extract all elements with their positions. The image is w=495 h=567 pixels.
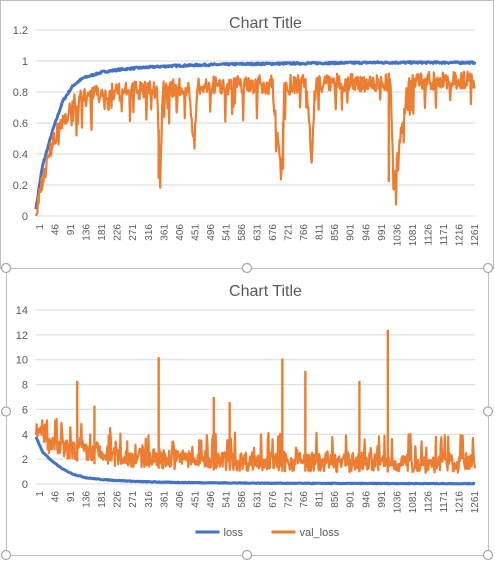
y-tick-label: 6 — [22, 404, 28, 416]
x-tick-label: 451 — [190, 491, 201, 508]
x-tick-label: 946 — [361, 491, 372, 508]
x-tick-label: 1036 — [392, 224, 403, 247]
x-tick-label: 541 — [221, 224, 232, 241]
y-tick-label: 14 — [16, 305, 28, 317]
x-tick-label: 811 — [315, 224, 326, 240]
x-tick-label: 586 — [237, 224, 248, 241]
legend-entry-val_loss: val_loss — [271, 527, 340, 539]
x-tick-label: 676 — [268, 224, 279, 241]
y-tick-label: 10 — [16, 355, 28, 367]
y-tick-label: 0 — [22, 479, 28, 491]
series-line-loss — [34, 436, 476, 486]
x-tick-label: 631 — [253, 224, 264, 241]
x-tick-label: 91 — [66, 491, 77, 503]
resize-handle[interactable] — [241, 262, 253, 274]
y-tick-label: 0.4 — [13, 149, 28, 161]
x-tick-label: 1 — [35, 491, 46, 497]
chart-1[interactable]: Chart Title 0 0.2 0.4 0.6 0.8 1 1.2 1 46 91 136 181 2… — [0, 0, 494, 269]
x-tick-label: 1081 — [408, 224, 419, 247]
series-line-val_loss — [34, 417, 477, 474]
legend-label: loss — [224, 527, 244, 539]
y-tick-label: 2 — [22, 454, 28, 466]
x-tick-label: 991 — [377, 224, 388, 241]
resize-handle[interactable] — [482, 406, 494, 417]
x-tick-label: 721 — [284, 491, 295, 508]
x-tick-label: 631 — [253, 491, 264, 508]
x-tick-label: 271 — [128, 491, 139, 508]
y-tick-label: 12 — [16, 330, 28, 342]
x-tick-label: 361 — [159, 224, 170, 241]
x-tick-label: 136 — [82, 224, 93, 241]
x-tick-label: 901 — [346, 224, 357, 241]
resize-handle[interactable] — [482, 262, 494, 274]
x-tick-label: 181 — [97, 224, 108, 241]
x-tick-label: 586 — [237, 491, 248, 508]
x-tick-label: 316 — [144, 491, 155, 508]
y-tick-label: 4 — [22, 429, 28, 441]
resize-handle[interactable] — [0, 549, 12, 561]
x-tick-label: 1216 — [454, 491, 465, 514]
x-tick-label: 136 — [82, 491, 93, 508]
y-tick-label: 1 — [22, 56, 28, 68]
x-tick-label: 856 — [330, 224, 341, 241]
x-tick-label: 496 — [206, 224, 217, 241]
series-line-val_accuracy — [34, 70, 476, 217]
resize-handle[interactable] — [0, 262, 12, 274]
x-tick-label: 901 — [346, 491, 357, 508]
x-tick-label: 1081 — [408, 491, 419, 514]
x-tick-label: 991 — [377, 491, 388, 508]
x-tick-label: 1036 — [392, 491, 403, 514]
resize-handle[interactable] — [241, 549, 253, 561]
x-tick-label: 406 — [175, 491, 186, 508]
x-tick-label: 1261 — [470, 224, 481, 247]
resize-handle[interactable] — [0, 406, 12, 417]
x-tick-label: 361 — [159, 491, 170, 508]
x-tick-label: 721 — [284, 224, 295, 241]
x-tick-label: 406 — [175, 224, 186, 241]
x-tick-label: 1171 — [439, 224, 450, 246]
y-tick-label: 0.2 — [13, 180, 28, 192]
y-tick-label: 8 — [22, 380, 28, 392]
x-tick-label: 181 — [97, 491, 108, 508]
x-tick-label: 1216 — [454, 224, 465, 247]
x-tick-label: 91 — [66, 224, 77, 236]
chart-title: Chart Title — [229, 15, 302, 32]
y-tick-label: 0 — [22, 211, 28, 223]
x-tick-label: 541 — [221, 491, 232, 508]
x-tick-label: 811 — [315, 491, 326, 507]
x-tick-label: 226 — [113, 224, 124, 241]
x-tick-label: 46 — [51, 224, 62, 236]
y-tick-label: 1.2 — [13, 25, 28, 37]
x-tick-label: 856 — [330, 491, 341, 508]
y-tick-label: 0.8 — [13, 87, 28, 99]
x-tick-label: 766 — [299, 224, 310, 241]
x-tick-label: 451 — [190, 224, 201, 241]
legend-label: val_loss — [300, 527, 340, 539]
x-tick-label: 946 — [361, 224, 372, 241]
series-line-accuracy — [34, 60, 477, 210]
x-tick-label: 271 — [128, 224, 139, 241]
x-tick-label: 1126 — [423, 491, 434, 513]
x-tick-label: 226 — [113, 491, 124, 508]
resize-handle[interactable] — [482, 549, 494, 561]
x-tick-label: 1 — [35, 224, 46, 230]
x-tick-label: 766 — [299, 491, 310, 508]
x-tick-label: 496 — [206, 491, 217, 508]
x-tick-label: 46 — [51, 491, 62, 503]
chart-title: Chart Title — [229, 283, 302, 300]
x-tick-label: 1261 — [470, 491, 481, 514]
x-tick-label: 1126 — [423, 224, 434, 246]
x-tick-label: 676 — [268, 491, 279, 508]
y-tick-label: 0.6 — [13, 118, 28, 130]
x-tick-label: 316 — [144, 224, 155, 241]
legend-entry-loss: loss — [195, 527, 244, 539]
x-tick-label: 1171 — [439, 491, 450, 513]
